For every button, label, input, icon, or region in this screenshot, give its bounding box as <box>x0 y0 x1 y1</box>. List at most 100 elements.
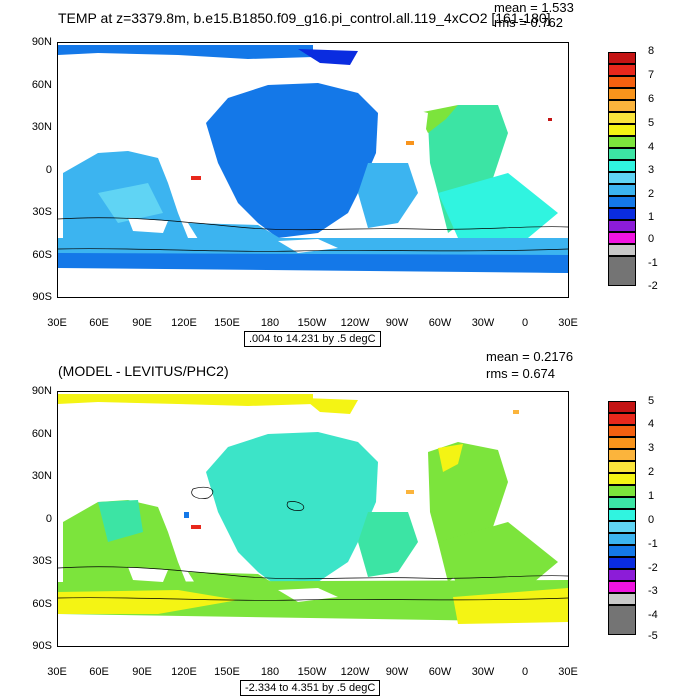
lon-tick: 30W <box>471 666 495 678</box>
lon-tick: 30E <box>47 666 67 678</box>
colorbar-swatch <box>608 557 636 569</box>
colorbar-label: 5 <box>648 395 655 407</box>
lon-tick: 180 <box>260 666 280 678</box>
colorbar-label: 8 <box>648 45 655 57</box>
colorbar-swatch <box>608 485 636 497</box>
colorbar-label: 0 <box>648 514 655 526</box>
contour-range-label: .004 to 14.231 by .5 degC <box>244 331 381 347</box>
colorbar-swatch <box>608 437 636 449</box>
colorbar-swatch <box>608 184 636 196</box>
plot-title: TEMP at z=3379.8m, b.e15.B1850.f09_g16.p… <box>58 10 551 26</box>
colorbar-swatch <box>608 100 636 112</box>
lon-tick: 120E <box>171 666 197 678</box>
mean-value: mean = 1.533 <box>494 0 574 15</box>
colorbar-label: 2 <box>648 466 655 478</box>
lat-tick: 60S <box>32 249 52 261</box>
colorbar-swatch <box>608 413 636 425</box>
colorbar-label: -2 <box>648 562 658 574</box>
colorbar-swatch <box>608 244 636 256</box>
lat-tick: 0 <box>45 513 52 525</box>
rms-value: rms = 0.762 <box>494 15 564 30</box>
lon-tick: 60E <box>89 666 109 678</box>
colorbar-swatch <box>608 605 636 635</box>
lat-tick: 60N <box>31 428 52 440</box>
lon-tick: 120E <box>171 317 197 329</box>
lat-tick: 30N <box>31 470 52 482</box>
lon-tick: 60E <box>89 317 109 329</box>
lon-tick: 30E <box>558 317 578 329</box>
lat-tick: 90S <box>32 291 52 303</box>
map-area <box>57 391 569 647</box>
colorbar-swatch <box>608 497 636 509</box>
colorbar-swatch <box>608 172 636 184</box>
colorbar-swatch <box>608 52 636 64</box>
lon-tick: 120W <box>340 666 370 678</box>
colorbar-swatch <box>608 461 636 473</box>
lat-tick: 0 <box>45 164 52 176</box>
colorbar-label: 5 <box>648 117 655 129</box>
lon-tick: 90E <box>132 666 152 678</box>
lon-tick: 0 <box>521 317 529 329</box>
colorbar-label: -2 <box>648 280 658 292</box>
colorbar-swatch <box>608 64 636 76</box>
lon-tick: 150E <box>214 666 240 678</box>
colorbar-swatch <box>608 473 636 485</box>
colorbar-label: 6 <box>648 93 655 105</box>
lon-tick: 0 <box>521 666 529 678</box>
lon-tick: 30W <box>471 317 495 329</box>
colorbar-label: 1 <box>648 490 655 502</box>
colorbar-swatch <box>608 208 636 220</box>
lon-tick: 30E <box>47 317 67 329</box>
colorbar-swatch <box>608 521 636 533</box>
lat-tick: 90N <box>31 36 52 48</box>
lat-tick: 60S <box>32 598 52 610</box>
plot-title: (MODEL - LEVITUS/PHC2) <box>58 363 229 379</box>
lat-tick: 30S <box>32 555 52 567</box>
colorbar-swatch <box>608 569 636 581</box>
colorbar-label: 4 <box>648 418 655 430</box>
colorbar-label: 3 <box>648 164 655 176</box>
contour-range-label: -2.334 to 4.351 by .5 degC <box>240 680 381 696</box>
colorbar-swatch <box>608 196 636 208</box>
lat-tick: 30N <box>31 121 52 133</box>
lon-tick: 90E <box>132 317 152 329</box>
colorbar-swatch <box>608 124 636 136</box>
colorbar-label: -4 <box>648 609 658 621</box>
colorbar-label: 2 <box>648 188 655 200</box>
colorbar-label: 0 <box>648 233 655 245</box>
colorbar-swatch <box>608 148 636 160</box>
colorbar-swatch <box>608 545 636 557</box>
colorbar-swatch <box>608 112 636 124</box>
lon-tick: 150W <box>297 317 327 329</box>
colorbar-swatch <box>608 509 636 521</box>
colorbar-swatch <box>608 581 636 593</box>
lon-tick: 30E <box>558 666 578 678</box>
colorbar-swatch <box>608 136 636 148</box>
colorbar-swatch <box>608 160 636 172</box>
lon-tick: 150E <box>214 317 240 329</box>
colorbar-label: 1 <box>648 211 655 223</box>
map-area <box>57 42 569 298</box>
colorbar-swatch <box>608 256 636 286</box>
temperature-field-map <box>58 45 568 273</box>
lon-tick: 90W <box>385 317 409 329</box>
colorbar-label: -3 <box>648 585 658 597</box>
lat-tick: 90S <box>32 640 52 652</box>
lon-tick: 120W <box>340 317 370 329</box>
colorbar-label: 3 <box>648 442 655 454</box>
lat-tick: 90N <box>31 385 52 397</box>
lon-tick: 180 <box>260 317 280 329</box>
colorbar-label: 4 <box>648 141 655 153</box>
colorbar-swatch <box>608 220 636 232</box>
colorbar-label: -5 <box>648 630 658 642</box>
lat-tick: 30S <box>32 206 52 218</box>
colorbar-swatch <box>608 533 636 545</box>
colorbar-swatch <box>608 425 636 437</box>
colorbar-swatch <box>608 232 636 244</box>
colorbar-swatch <box>608 76 636 88</box>
colorbar-swatch <box>608 449 636 461</box>
lat-tick: 60N <box>31 79 52 91</box>
rms-value: rms = 0.674 <box>486 366 556 381</box>
mean-value: mean = 0.2176 <box>486 349 574 364</box>
colorbar-label: 7 <box>648 69 655 81</box>
